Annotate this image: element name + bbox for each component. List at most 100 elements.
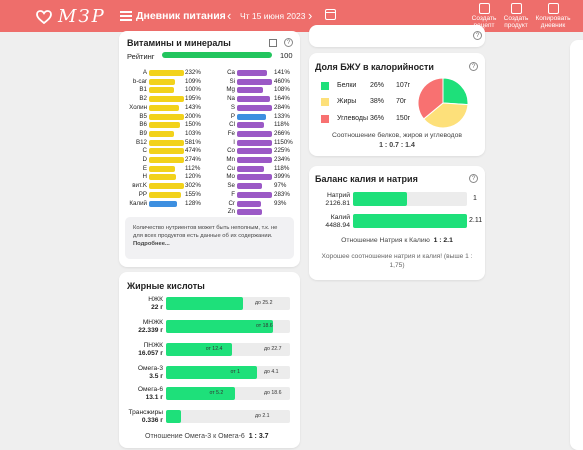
- current-date[interactable]: Чт 15 июня 2023: [240, 11, 306, 21]
- mineral-name: P: [230, 112, 235, 120]
- mineral-row: Cr 93%: [209, 200, 299, 208]
- vitamin-name: Калий: [129, 199, 147, 207]
- help-icon[interactable]: ?: [284, 38, 293, 47]
- mineral-bar: [237, 209, 262, 216]
- mineral-name: Na: [227, 95, 235, 103]
- vitamin-name: B1: [139, 86, 147, 94]
- mineral-bar: [237, 122, 265, 129]
- vitamin-row: B9 103%: [119, 130, 209, 138]
- vitamin-name: Холин: [129, 103, 147, 111]
- vitamin-pct: 143%: [185, 103, 201, 111]
- pie-slice: [423, 102, 469, 129]
- vitamin-name: C: [142, 147, 147, 155]
- fatty-acid-bar: [166, 410, 181, 423]
- mineral-name: Mo: [226, 173, 235, 181]
- calendar-icon[interactable]: [325, 9, 336, 20]
- help-icon[interactable]: ?: [469, 62, 478, 71]
- vitamin-row: D 274%: [119, 156, 209, 164]
- vitamin-row: B1 100%: [119, 86, 209, 94]
- vitamin-pct: 109%: [185, 77, 201, 85]
- potassium-ratio: 2.11: [469, 217, 483, 224]
- bju-pct: 38%: [370, 98, 385, 105]
- fatty-acid-bar: [166, 343, 232, 356]
- mineral-row: Mg 108%: [209, 86, 299, 94]
- mineral-pct: 283%: [274, 190, 290, 198]
- rating-bar: [162, 52, 272, 58]
- fatty-acids-title: Жирные кислоты: [127, 281, 205, 291]
- kna-good-text: Хорошее соотношение натрия и калия! (выш…: [321, 253, 473, 269]
- vitamin-pct: 302%: [185, 182, 201, 190]
- vitamins-panel: Витамины и минералы ? Рейтинг 100 A 232% b…: [119, 31, 300, 267]
- vitamin-name: A: [142, 69, 147, 76]
- bju-name: Углеводы: [337, 115, 369, 122]
- menu-icon[interactable]: [120, 11, 132, 21]
- mineral-pct: 164%: [274, 95, 290, 103]
- vitamin-row: Холин 143%: [119, 104, 209, 112]
- mineral-row: Fe 266%: [209, 130, 299, 138]
- mineral-bar: [237, 139, 272, 146]
- help-icon[interactable]: ?: [473, 31, 482, 40]
- rating-value: 100: [280, 51, 293, 60]
- mineral-row: Se 97%: [209, 182, 299, 190]
- mineral-row: Cl 118%: [209, 121, 299, 129]
- pie-slice: [417, 77, 444, 120]
- fatty-acid-min: от 18.6: [256, 323, 273, 329]
- create-product-button[interactable]: Создать продукт: [500, 3, 532, 29]
- copy-diary-button[interactable]: Копировать дневник: [533, 3, 573, 29]
- vitamin-row: E 112%: [119, 165, 209, 173]
- mineral-row: Na 164%: [209, 95, 299, 103]
- mineral-row: Zn: [209, 208, 299, 216]
- mineral-name: Fe: [227, 129, 235, 137]
- vitamins-title: Витамины и минералы: [127, 38, 231, 48]
- vitamin-bar: [149, 78, 176, 85]
- mineral-bar: [237, 96, 270, 103]
- prev-day-button[interactable]: ‹: [227, 8, 232, 23]
- fatty-acid-max: до 25.2: [255, 300, 273, 306]
- vitamin-name: B12: [135, 138, 147, 146]
- vitamin-name: B6: [139, 121, 147, 129]
- vitamin-row: B2 195%: [119, 95, 209, 103]
- mineral-pct: 399%: [274, 173, 290, 181]
- right-column-edge: [570, 40, 583, 450]
- legend-swatch: [321, 82, 329, 90]
- help-icon[interactable]: ?: [469, 174, 478, 183]
- table-view-icon[interactable]: [269, 39, 277, 47]
- fatty-acid-label: НЖК 22 г: [148, 296, 163, 311]
- bju-grams: 107г: [396, 82, 411, 89]
- bju-panel: Доля БЖУ в калорийности ? Белки 26% 107г Жи…: [309, 53, 485, 156]
- mineral-row: Mn 234%: [209, 156, 299, 164]
- mineral-pct: 141%: [274, 69, 290, 76]
- logo[interactable]: МЗР: [36, 6, 106, 27]
- create-recipe-button[interactable]: Создать рецепт: [468, 3, 500, 29]
- next-day-button[interactable]: ›: [308, 8, 313, 23]
- vitamin-bar: [149, 191, 181, 198]
- mineral-pct: 460%: [274, 77, 290, 85]
- mineral-bar: [237, 78, 272, 85]
- mineral-pct: 108%: [274, 86, 290, 94]
- mineral-name: S: [230, 103, 235, 111]
- mineral-bar: [237, 200, 262, 207]
- rating-label: Рейтинг: [127, 52, 155, 61]
- vitamin-bar: [149, 130, 175, 137]
- vitamin-pct: 232%: [185, 69, 201, 76]
- vitamin-bar: [149, 70, 184, 76]
- fatty-acid-bar: [166, 320, 273, 333]
- vitamin-bar: [149, 148, 184, 155]
- mineral-pct: 1150%: [274, 138, 293, 146]
- mineral-pct: 118%: [274, 164, 290, 172]
- mineral-pct: 284%: [274, 103, 290, 111]
- more-link[interactable]: Подробнее...: [133, 241, 170, 247]
- vitamin-pct: 150%: [185, 121, 201, 129]
- vitamin-name: B5: [139, 112, 147, 120]
- vitamin-bar: [149, 122, 180, 129]
- vitamin-bar: [149, 104, 180, 111]
- mineral-row: P 133%: [209, 113, 299, 121]
- vitamin-pct: 474%: [185, 147, 201, 155]
- mineral-name: Mg: [226, 86, 235, 94]
- fatty-acid-max: до 4.1: [264, 369, 279, 375]
- sodium-bar: [353, 192, 407, 206]
- fatty-acid-track: [166, 410, 290, 423]
- mineral-row: Mo 399%: [209, 173, 299, 181]
- mineral-bar: [237, 165, 265, 172]
- mineral-row: Si 460%: [209, 78, 299, 86]
